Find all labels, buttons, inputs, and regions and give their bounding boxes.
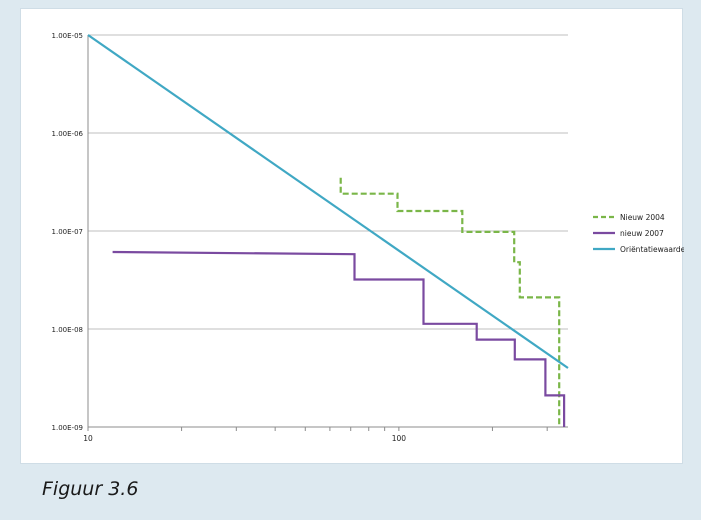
x-tick-label: 100: [392, 434, 407, 443]
legend-label: Nieuw 2004: [620, 213, 665, 222]
y-tick-label: 1.00E-09: [52, 424, 83, 432]
chart: 1.00E-05 1.00E-06 1.00E-07 1.00E-08 1.00E-09…: [52, 32, 684, 443]
figure-caption: Figuur 3.6: [42, 478, 139, 500]
y-tick-label: 1.00E-06: [52, 130, 84, 138]
x-tick-label: 10: [83, 434, 93, 443]
series-line-2: [112, 250, 566, 427]
chart-frame: 1.00E-05 1.00E-06 1.00E-07 1.00E-08 1.00E-09…: [20, 8, 684, 464]
legend-label: Oriëntatiewaarde: [620, 245, 684, 254]
y-tick-label: 1.00E-08: [52, 326, 83, 334]
series-line-1: [339, 177, 561, 427]
y-tick-label: 1.00E-05: [52, 32, 83, 40]
series-line-3: [87, 34, 569, 369]
y-tick-label: 1.00E-07: [52, 228, 83, 236]
legend-label: nieuw 2007: [620, 229, 664, 238]
